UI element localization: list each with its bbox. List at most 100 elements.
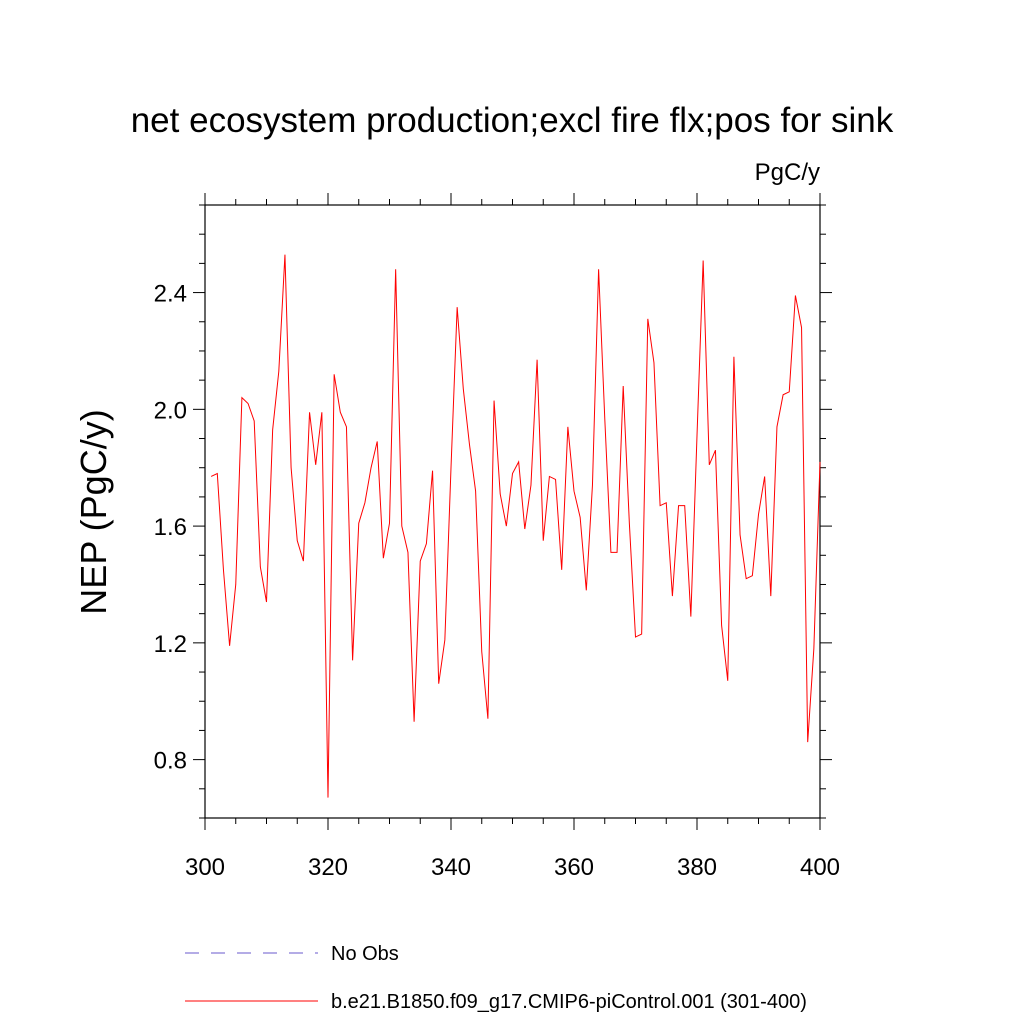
series-line-picontrol <box>210 254 821 798</box>
data-point <box>727 680 728 681</box>
data-point <box>561 569 562 570</box>
data-point <box>512 473 513 474</box>
data-point <box>254 421 255 422</box>
data-point <box>617 552 618 553</box>
data-point <box>328 797 329 798</box>
data-point <box>438 683 439 684</box>
data-point <box>217 473 218 474</box>
x-tick-label: 360 <box>554 854 594 881</box>
data-point <box>235 584 236 585</box>
data-point <box>715 450 716 451</box>
x-tick-label: 300 <box>185 854 225 881</box>
data-point <box>549 476 550 477</box>
data-point <box>346 426 347 427</box>
data-point <box>629 523 630 524</box>
data-point <box>610 552 611 553</box>
data-point <box>820 461 821 462</box>
data-point <box>309 412 310 413</box>
data-point <box>813 648 814 649</box>
data-point <box>567 426 568 427</box>
data-point <box>272 429 273 430</box>
data-point <box>377 441 378 442</box>
data-point <box>770 596 771 597</box>
y-tick-label: 1.6 <box>154 514 187 541</box>
data-point <box>758 514 759 515</box>
series-group <box>210 254 821 798</box>
x-tick-label: 340 <box>431 854 471 881</box>
y-tick-label: 1.2 <box>154 631 187 658</box>
data-point <box>401 526 402 527</box>
data-point <box>475 491 476 492</box>
data-point <box>580 517 581 518</box>
data-point <box>420 561 421 562</box>
data-point <box>660 505 661 506</box>
data-point <box>641 634 642 635</box>
data-point <box>426 543 427 544</box>
data-point <box>340 412 341 413</box>
data-point <box>586 590 587 591</box>
data-point <box>592 485 593 486</box>
data-point <box>746 578 747 579</box>
y-axis-label: NEP (PgC/y) <box>73 409 114 614</box>
data-point <box>684 505 685 506</box>
data-point <box>260 566 261 567</box>
data-point <box>678 505 679 506</box>
data-point <box>518 461 519 462</box>
legend-label-no-obs: No Obs <box>331 943 399 965</box>
data-point <box>530 485 531 486</box>
data-point <box>574 491 575 492</box>
y-tick-label: 2.0 <box>154 397 187 424</box>
data-point <box>463 388 464 389</box>
x-tick-label: 380 <box>677 854 717 881</box>
data-point <box>334 374 335 375</box>
data-point <box>807 742 808 743</box>
data-point <box>733 356 734 357</box>
data-point <box>604 418 605 419</box>
data-point <box>543 540 544 541</box>
data-point <box>752 575 753 576</box>
data-point <box>801 327 802 328</box>
data-point <box>500 493 501 494</box>
data-point <box>494 400 495 401</box>
data-point <box>623 385 624 386</box>
data-point <box>487 718 488 719</box>
data-point <box>555 479 556 480</box>
data-point <box>284 254 285 255</box>
data-point <box>364 502 365 503</box>
data-point <box>690 616 691 617</box>
data-point <box>414 721 415 722</box>
data-point <box>358 523 359 524</box>
data-point <box>444 639 445 640</box>
data-point <box>647 318 648 319</box>
data-point <box>315 464 316 465</box>
data-point <box>709 464 710 465</box>
data-point <box>783 394 784 395</box>
data-point <box>248 403 249 404</box>
data-point <box>291 467 292 468</box>
data-point <box>506 526 507 527</box>
axis-ticks: 300 320 340 360 380 400 0.8 1.2 1.6 2.0 2.4 <box>154 193 840 881</box>
data-point <box>229 645 230 646</box>
chart-title: net ecosystem production;excl fire flx;p… <box>131 101 894 140</box>
data-point <box>451 467 452 468</box>
data-point <box>469 444 470 445</box>
data-point <box>721 625 722 626</box>
data-point <box>352 660 353 661</box>
data-point <box>697 435 698 436</box>
data-point <box>764 476 765 477</box>
y-tick-label: 0.8 <box>154 748 187 775</box>
data-point <box>297 540 298 541</box>
data-point <box>395 269 396 270</box>
data-point <box>303 561 304 562</box>
data-point <box>653 362 654 363</box>
data-point <box>776 426 777 427</box>
data-point <box>740 534 741 535</box>
data-point <box>481 651 482 652</box>
data-point <box>795 295 796 296</box>
data-point <box>407 552 408 553</box>
data-point <box>383 558 384 559</box>
data-point <box>321 412 322 413</box>
x-tick-label: 320 <box>308 854 348 881</box>
data-point <box>789 391 790 392</box>
